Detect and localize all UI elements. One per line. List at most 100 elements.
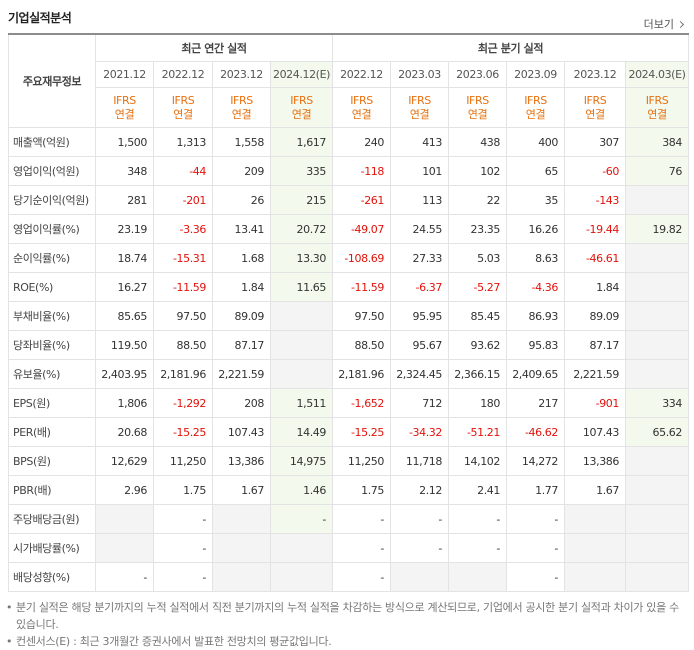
cell: 348 (95, 156, 154, 186)
cell: -15.31 (153, 243, 213, 273)
cell: 88.50 (332, 330, 391, 360)
period: 2022.12 (332, 61, 391, 88)
data-row: 영업이익률(%) 23.19 -3.36 13.41 20.72 -49.07 24.55 2… (8, 214, 689, 244)
standard-name: IFRS (645, 93, 669, 107)
basis: 연결 (291, 107, 312, 121)
standard: IFRS 연결 (332, 87, 391, 128)
basis: 연결 (114, 107, 135, 121)
cell: 86.93 (506, 301, 565, 331)
row-label: EPS(원) (8, 388, 96, 418)
cell: - (506, 504, 565, 534)
cell (625, 185, 689, 215)
cell: -60 (564, 156, 626, 186)
period: 2023.03 (390, 61, 449, 88)
cell: 5.03 (448, 243, 507, 273)
cell: 23.35 (448, 214, 507, 244)
more-button[interactable]: 더보기 (638, 14, 688, 34)
cell: 11.65 (270, 272, 333, 302)
cell: 85.65 (95, 301, 154, 331)
cell: 11,718 (390, 446, 449, 476)
cell: 95.95 (390, 301, 449, 331)
cell: 65 (506, 156, 565, 186)
cell: - (153, 562, 213, 592)
cell: -201 (153, 185, 213, 215)
row-label: 당기순이익(억원) (8, 185, 96, 215)
cell: 24.55 (390, 214, 449, 244)
cell: 107.43 (212, 417, 271, 447)
cell: - (95, 562, 154, 592)
cell (625, 562, 689, 592)
data-row: PBR(배) 2.96 1.75 1.67 1.46 1.75 2.12 2.41 1.77 1.… (8, 475, 689, 505)
cell: - (390, 533, 449, 563)
standard-name: IFRS (113, 93, 136, 107)
cell: -51.21 (448, 417, 507, 447)
period: 2023.06 (448, 61, 507, 88)
group-header: 최근 연간 실적 (95, 33, 333, 62)
section-title: 기업실적분석 (8, 11, 72, 25)
cell: 1,313 (153, 127, 213, 157)
row-label: 주당배당금(원) (8, 504, 96, 534)
note: 분기 실적은 해당 분기까지의 누적 실적에서 직전 분기까지의 누적 실적을 … (6, 599, 690, 633)
cell: - (153, 504, 213, 534)
cell: 102 (448, 156, 507, 186)
cell: 12,629 (95, 446, 154, 476)
cell: 1,500 (95, 127, 154, 157)
note: 컨센서스(E) : 최근 3개월간 증권사에서 발표한 전망치의 평균값입니다. (6, 633, 690, 650)
cell: 2,221.59 (564, 359, 626, 389)
standard: IFRS 연결 (270, 87, 333, 128)
cell: 13,386 (564, 446, 626, 476)
cell (625, 504, 689, 534)
cell: 35 (506, 185, 565, 215)
cell (270, 359, 333, 389)
cell: 101 (390, 156, 449, 186)
data-row: ROE(%) 16.27 -11.59 1.84 11.65 -11.59 -6.37 -5.… (8, 272, 689, 302)
cell: 2,181.96 (332, 359, 391, 389)
standard-name: IFRS (408, 93, 431, 107)
cell: - (390, 504, 449, 534)
cell: 14,102 (448, 446, 507, 476)
row-label: PBR(배) (8, 475, 96, 505)
cell (564, 533, 626, 563)
cell: 438 (448, 127, 507, 157)
cell: 1,806 (95, 388, 154, 418)
standard: IFRS 연결 (625, 87, 689, 128)
cell: 85.45 (448, 301, 507, 331)
cell: -34.32 (390, 417, 449, 447)
cell: 14,975 (270, 446, 333, 476)
cell (270, 330, 333, 360)
row-header: 주요재무정보 (8, 33, 96, 128)
cell: 1.46 (270, 475, 333, 505)
data-row: 부채비율(%) 85.65 97.50 89.09 97.50 95.95 85.45 86.… (8, 301, 689, 331)
cell: 95.83 (506, 330, 565, 360)
standard-row: IFRS 연결 IFRS 연결 IFRS 연결 IFRS 연결 IFRS 연결 IFRS 연결 IFRS… (9, 87, 689, 128)
cell: 400 (506, 127, 565, 157)
cell: 1.67 (564, 475, 626, 505)
cell: -118 (332, 156, 391, 186)
cell: - (270, 504, 333, 534)
basis: 연결 (409, 107, 430, 121)
cell (564, 562, 626, 592)
cell: 1.84 (564, 272, 626, 302)
basis: 연결 (467, 107, 488, 121)
cell: 2,409.65 (506, 359, 565, 389)
cell: 76 (625, 156, 689, 186)
standard: IFRS 연결 (564, 87, 626, 128)
data-row: 당좌비율(%) 119.50 88.50 87.17 88.50 95.67 93.62 95… (8, 330, 689, 360)
cell: 1.68 (212, 243, 271, 273)
period: 2021.12 (95, 61, 154, 88)
period: 2024.03(E) (625, 61, 689, 88)
cell (270, 301, 333, 331)
cell (212, 562, 271, 592)
cell: 2,181.96 (153, 359, 213, 389)
cell: 87.17 (212, 330, 271, 360)
cell (625, 475, 689, 505)
cell: 13.30 (270, 243, 333, 273)
cell: 1.67 (212, 475, 271, 505)
cell: 2,403.95 (95, 359, 154, 389)
basis: 연결 (173, 107, 193, 121)
standard-name: IFRS (171, 93, 195, 107)
cell: 20.68 (95, 417, 154, 447)
cell: -3.36 (153, 214, 213, 244)
cell: 1,511 (270, 388, 333, 418)
